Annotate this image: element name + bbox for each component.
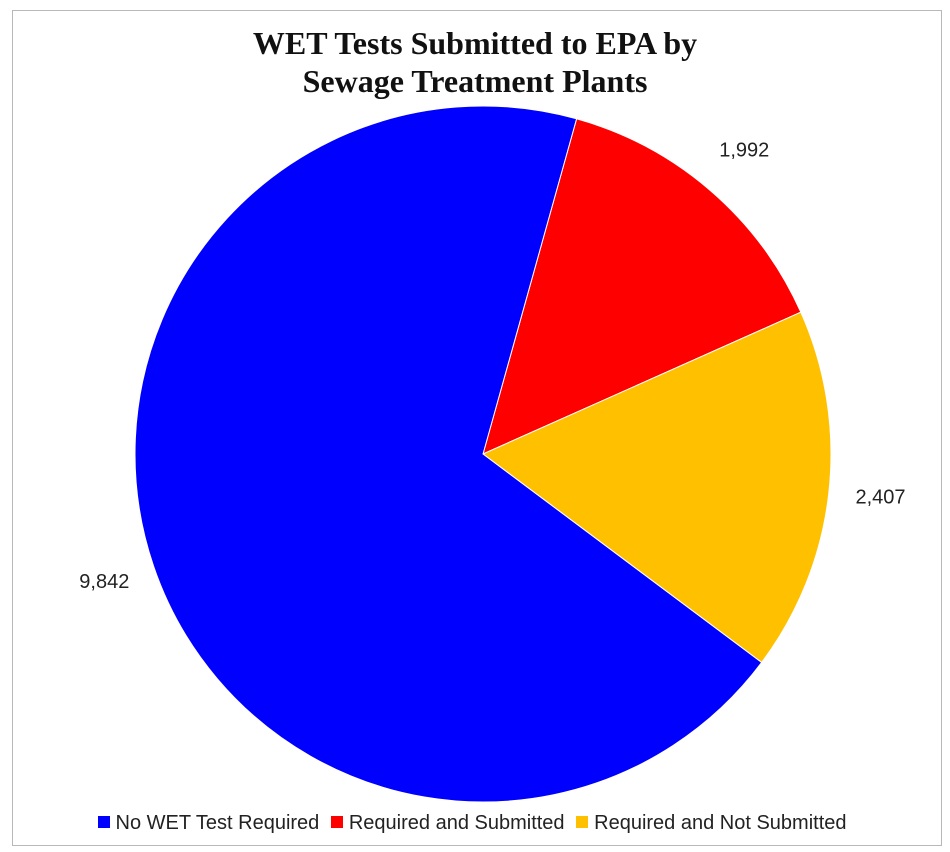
pie-slice-required-and-submitted <box>482 118 802 455</box>
data-label-required-and-submitted: 1,992 <box>719 139 769 161</box>
chart-legend: No WET Test Required Required and Submit… <box>0 812 950 835</box>
data-label-no-wet-test-required: 9,842 <box>79 571 129 593</box>
pie-data-labels: 1,992 2,407 9,842 <box>79 139 905 593</box>
legend-item-required-and-not-submitted: Required and Not Submitted <box>576 812 847 835</box>
legend-label-required-and-not-submitted: Required and Not Submitted <box>594 812 847 834</box>
legend-label-no-wet-test-required: No WET Test Required <box>115 812 320 834</box>
legend-swatch-no-wet-test-required <box>97 816 110 828</box>
chart-title: WET Tests Submitted to EPA by Sewage Tre… <box>0 24 950 100</box>
legend-swatch-required-and-submitted <box>330 816 343 828</box>
legend-label-required-and-submitted: Required and Submitted <box>348 812 565 834</box>
chart-title-line-1: WET Tests Submitted to EPA by <box>252 25 698 61</box>
pie-slice-required-and-not-submitted <box>482 311 832 664</box>
legend-swatch-required-and-not-submitted <box>576 816 589 828</box>
pie-slice-no-wet-test-required <box>134 105 763 803</box>
pie-slices <box>134 105 832 803</box>
legend-item-no-wet-test-required: No WET Test Required <box>97 812 320 835</box>
legend-item-required-and-submitted: Required and Submitted <box>330 812 565 835</box>
chart-title-line-2: Sewage Treatment Plants <box>302 63 648 99</box>
data-label-required-and-not-submitted: 2,407 <box>855 487 905 509</box>
